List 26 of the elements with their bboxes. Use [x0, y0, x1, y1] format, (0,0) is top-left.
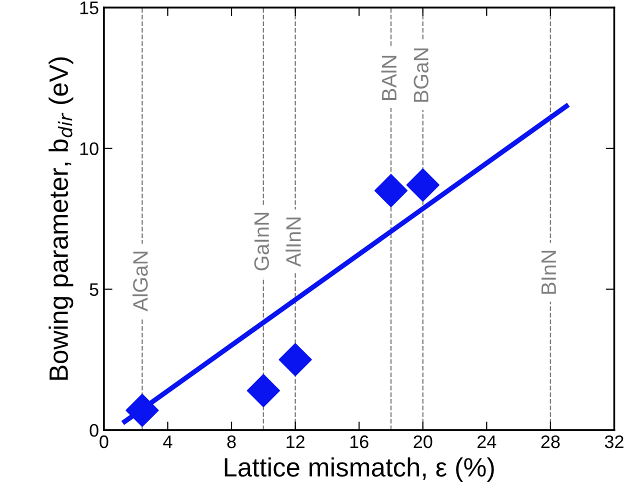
point — [278, 343, 312, 376]
y-axis-title: Bowing parameter, b$_{dir}$ (eV) — [48, 57, 74, 380]
annotation: GaInN — [254, 212, 270, 270]
point — [374, 174, 408, 208]
y-tick-label: 0 — [90, 424, 98, 437]
x-tick-label: 8 — [227, 435, 236, 448]
x-tick-label: 20 — [414, 435, 432, 448]
y-tick-label: 15 — [80, 2, 98, 14]
x-tick-label: 12 — [286, 435, 304, 448]
x-axis-title: Lattice mismatch, ε (%) — [224, 457, 494, 482]
x-tick-label: 0 — [100, 435, 108, 448]
annotation: BAlN — [381, 56, 396, 100]
annotation: AlGaN — [132, 252, 148, 312]
point — [406, 168, 440, 202]
y-tick-label: 5 — [90, 283, 98, 296]
annotation: AlInN — [286, 218, 301, 267]
y-tick-label: 10 — [80, 142, 98, 156]
annotation: BInN — [542, 250, 556, 294]
annotation: BGaN — [414, 48, 428, 102]
x-tick-label: 4 — [163, 436, 172, 448]
point — [126, 394, 159, 427]
point — [246, 374, 280, 408]
x-tick-label: 24 — [478, 435, 496, 448]
x-tick-label: 16 — [350, 435, 368, 448]
x-tick-label: 32 — [604, 435, 624, 448]
x-tick-label: 28 — [541, 435, 560, 448]
